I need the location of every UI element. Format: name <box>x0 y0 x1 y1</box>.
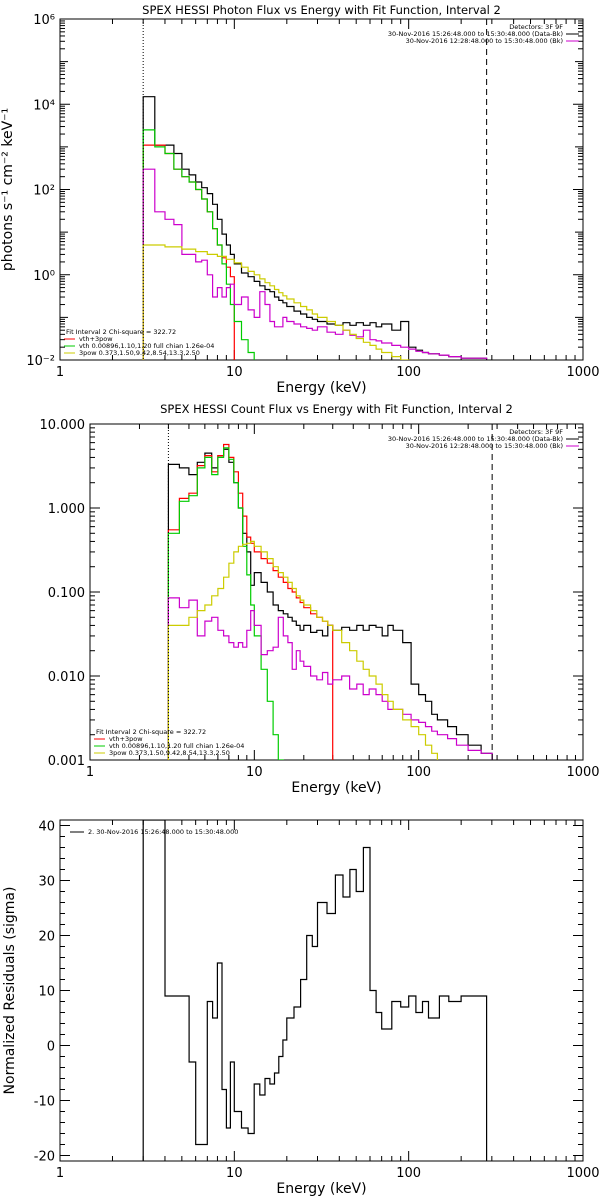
legend-text: Detectors: 3F 9F <box>509 23 563 31</box>
y-tick-label: 10⁻² <box>26 354 55 369</box>
y-tick-label: 10⁶ <box>33 13 55 28</box>
plot-frame <box>89 423 584 761</box>
legend-text: vth+3pow <box>109 735 143 743</box>
y-axis-label: Normalized Residuals (sigma) <box>2 887 18 1095</box>
x-tick-label: 1 <box>56 365 64 380</box>
y-tick-label: -10 <box>34 1095 55 1110</box>
x-axis-label: Energy (keV) <box>291 780 381 796</box>
count-flux-panel: SPEX HESSI Count Flux vs Energy with Fit… <box>40 402 600 796</box>
legend-text: 30-Nov-2016 12:28:48.000 to 15:30:48.000… <box>406 37 563 45</box>
legend-text: 3pow 0.373,1.50,9.42,8.54,13.3,2.50 <box>109 749 230 757</box>
x-axis-label: Energy (keV) <box>276 380 366 396</box>
legend-text: vth 0.00896,1.10,1.20 full chian 1.26e-0… <box>109 742 244 750</box>
x-tick-label: 1 <box>56 1166 64 1181</box>
y-axis-label: photons s⁻¹ cm⁻² keV⁻¹ <box>0 108 16 271</box>
x-tick-label: 1000 <box>566 1166 599 1181</box>
chart-title: SPEX HESSI Count Flux vs Energy with Fit… <box>160 402 513 416</box>
y-tick-label: 40 <box>38 820 55 835</box>
x-tick-label: 10 <box>246 765 263 780</box>
y-tick-label: -20 <box>34 1150 55 1165</box>
legend-text: vth 0.00896,1.10,1.20 full chian 1.26e-0… <box>79 342 214 350</box>
legend-text: 30-Nov-2016 15:26:48.000 to 15:30:48.000… <box>388 30 563 38</box>
y-tick-label: 30 <box>38 875 55 890</box>
series-line <box>167 448 493 760</box>
y-tick-label: 1.000 <box>48 502 85 517</box>
x-tick-label: 1000 <box>566 365 599 380</box>
legend-text: 3pow 0.373,1.50,9.42,8.54,13.3,2.50 <box>79 349 200 357</box>
series-line <box>142 168 488 360</box>
series-group <box>142 820 488 1161</box>
legend-text: 30-Nov-2016 15:26:48.000 to 15:30:48.000… <box>388 435 563 443</box>
series-line <box>142 244 410 360</box>
photon-flux-panel: SPEX HESSI Photon Flux vs Energy with Fi… <box>0 3 600 396</box>
y-tick-label: 0.010 <box>48 670 85 685</box>
series-line <box>142 129 255 360</box>
legend-text: vth+3pow <box>79 335 113 343</box>
plot-frame <box>59 18 584 361</box>
y-tick-label: 0.001 <box>48 754 85 769</box>
series-group <box>167 443 493 760</box>
y-tick-label: 10⁰ <box>33 269 55 284</box>
legend-text: 2. 30-Nov-2016 15:26:48.000 to 15:30:48.… <box>88 828 238 836</box>
y-tick-label: 0 <box>47 1040 55 1055</box>
series-line <box>167 447 284 760</box>
series-line <box>142 96 488 360</box>
series-line <box>167 443 334 760</box>
plot-frame <box>59 819 584 1162</box>
y-tick-label: 10 <box>38 985 55 1000</box>
series-line <box>167 597 493 760</box>
x-axis-label: Energy (keV) <box>276 1181 366 1197</box>
legend-text: Fit Interval 2 Chi-square = 322.72 <box>66 328 176 336</box>
series-line <box>167 540 438 760</box>
y-tick-label: 0.100 <box>48 586 85 601</box>
x-tick-label: 100 <box>396 1166 421 1181</box>
legend-text: 30-Nov-2016 12:28:48.000 to 15:30:48.000… <box>406 442 563 450</box>
residuals-panel: 1 10 100 1000 -20 -10 0 10 20 30 40 Energy (keV) Nor… <box>2 819 600 1197</box>
y-tick-label: 10² <box>33 184 55 199</box>
x-tick-label: 1 <box>86 765 94 780</box>
y-tick-label: 20 <box>38 930 55 945</box>
legend-text: Fit Interval 2 Chi-square = 322.72 <box>96 728 206 736</box>
legend-text: Detectors: 3F 9F <box>509 428 563 436</box>
y-tick-label: 10⁴ <box>33 98 55 113</box>
series-line <box>142 820 488 1161</box>
x-tick-label: 100 <box>406 765 431 780</box>
x-tick-label: 10 <box>226 1166 243 1181</box>
x-tick-label: 100 <box>396 365 421 380</box>
series-group <box>142 96 488 360</box>
x-tick-label: 10 <box>226 365 243 380</box>
x-tick-label: 1000 <box>566 765 599 780</box>
y-tick-label: 10.000 <box>40 418 86 433</box>
chart-title: SPEX HESSI Photon Flux vs Energy with Fi… <box>142 3 501 17</box>
